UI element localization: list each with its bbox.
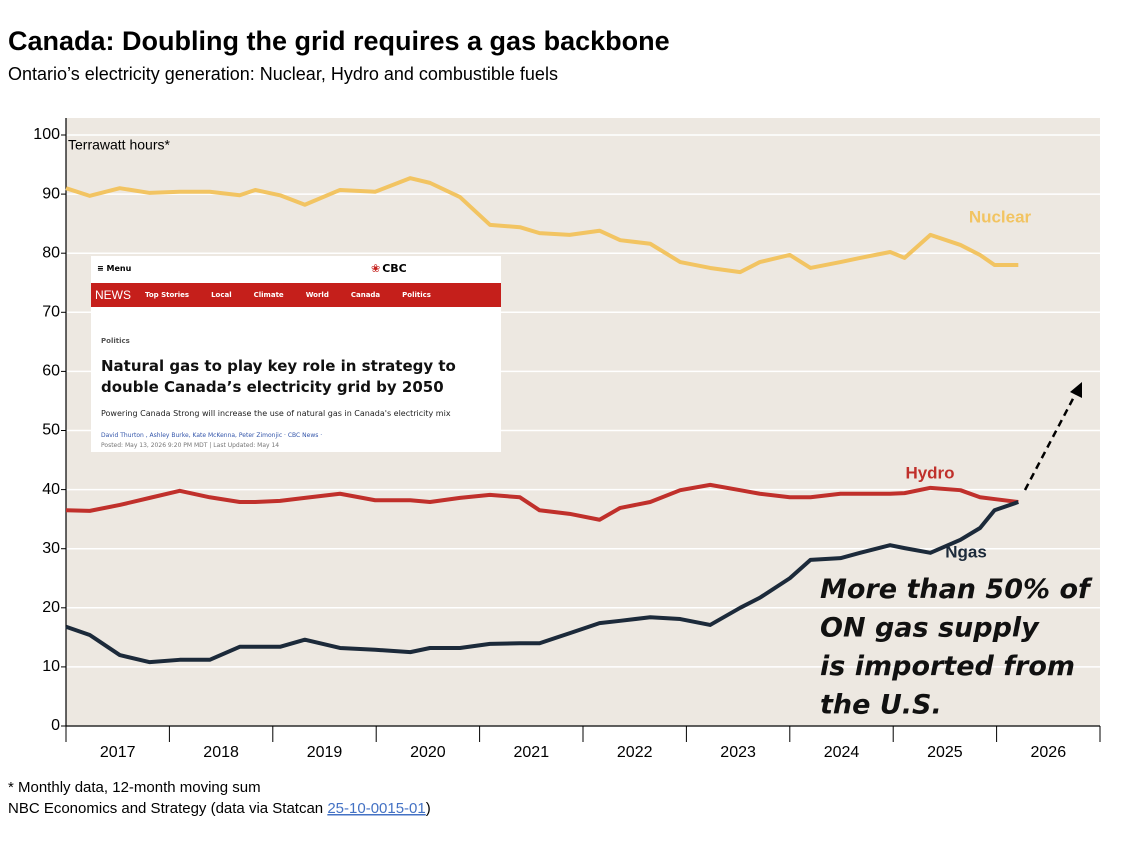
inset-header: ≡ Menu CBC xyxy=(91,256,501,282)
chart-title: Canada: Doubling the grid requires a gas… xyxy=(8,26,670,56)
x-tick-label: 2026 xyxy=(1031,744,1067,761)
x-tick-label: 2018 xyxy=(203,744,239,761)
logo[interactable]: CBC xyxy=(371,262,407,275)
x-tick-label: 2022 xyxy=(617,744,653,761)
source: NBC Economics and Strategy (data via Sta… xyxy=(8,800,431,817)
nav-item[interactable]: Local xyxy=(211,291,232,299)
series-label: Hydro xyxy=(905,463,954,482)
y-tick-label: 20 xyxy=(42,599,60,616)
y-tick-label: 50 xyxy=(42,422,60,439)
nav-item[interactable]: Top Stories xyxy=(145,291,190,299)
series-label: Ngas xyxy=(945,542,987,561)
arrow-shaft xyxy=(1023,392,1078,491)
x-tick-label: 2019 xyxy=(307,744,343,761)
nav-item[interactable]: Politics xyxy=(402,291,431,299)
news-label[interactable]: NEWS xyxy=(95,288,131,302)
y-tick-label: 70 xyxy=(42,304,60,321)
x-tick-label: 2021 xyxy=(514,744,550,761)
y-tick-label: 40 xyxy=(42,481,60,498)
x-tick-label: 2024 xyxy=(824,744,860,761)
series-label: Nuclear xyxy=(969,207,1032,226)
series-line xyxy=(65,176,1019,275)
dek: Powering Canada Strong will increase the… xyxy=(101,409,451,418)
series-line xyxy=(65,500,1019,665)
nav-item[interactable]: World xyxy=(305,291,329,299)
footnote: * Monthly data, 12-month moving sum xyxy=(8,779,261,796)
headline: Natural gas to play key role in strategy… xyxy=(101,357,456,396)
nav-bar: NEWS Top Stories Local Climate World Canada P… xyxy=(91,283,501,307)
byline: David Thurton , Ashley Burke, Kate McKen… xyxy=(101,432,323,439)
menu[interactable]: ≡ Menu xyxy=(97,264,132,273)
posted: Posted: May 13, 2026 9:20 PM MDT | Last … xyxy=(101,442,280,449)
y-tick-label: 60 xyxy=(42,363,60,380)
y-tick-label: 90 xyxy=(42,185,60,202)
nav-item[interactable]: Climate xyxy=(253,291,284,299)
x-tick-label: 2017 xyxy=(100,744,136,761)
news-inset: ≡ Menu CBC NEWS Top Stories Local Climate W… xyxy=(91,256,501,452)
annotation-line: ON gas supply xyxy=(820,612,1040,643)
chart-subtitle: Ontario’s electricity generation: Nuclea… xyxy=(8,64,558,84)
section: Politics xyxy=(101,337,130,345)
x-tick-label: 2023 xyxy=(720,744,756,761)
x-tick-label: 2025 xyxy=(927,744,963,761)
y-axis-label: Terrawatt hours* xyxy=(68,137,170,153)
y-tick-label: 0 xyxy=(51,717,60,734)
annotation-line: the U.S. xyxy=(820,689,942,720)
annotation-line: is imported from xyxy=(820,651,1075,682)
y-tick-label: 100 xyxy=(33,126,60,143)
annotation: More than 50% of ON gas supply is imported… xyxy=(820,574,1093,721)
source-end: ) xyxy=(426,800,431,817)
nav-item[interactable]: Canada xyxy=(350,291,381,299)
y-tick-label: 80 xyxy=(42,244,60,261)
annotation-line: More than 50% of xyxy=(820,574,1093,605)
y-tick-label: 30 xyxy=(42,540,60,557)
y-tick-label: 10 xyxy=(42,658,60,675)
source-link[interactable]: 25-10-0015-01 xyxy=(327,800,425,817)
annotation-text: More than 50% of ON gas supply is imported… xyxy=(820,574,1093,721)
menu-label[interactable]: Menu xyxy=(106,264,132,273)
series-line xyxy=(65,482,1019,522)
arrow-head xyxy=(1070,382,1082,398)
source-text: NBC Economics and Strategy (data via Sta… xyxy=(8,800,323,817)
x-tick-label: 2020 xyxy=(410,744,446,761)
